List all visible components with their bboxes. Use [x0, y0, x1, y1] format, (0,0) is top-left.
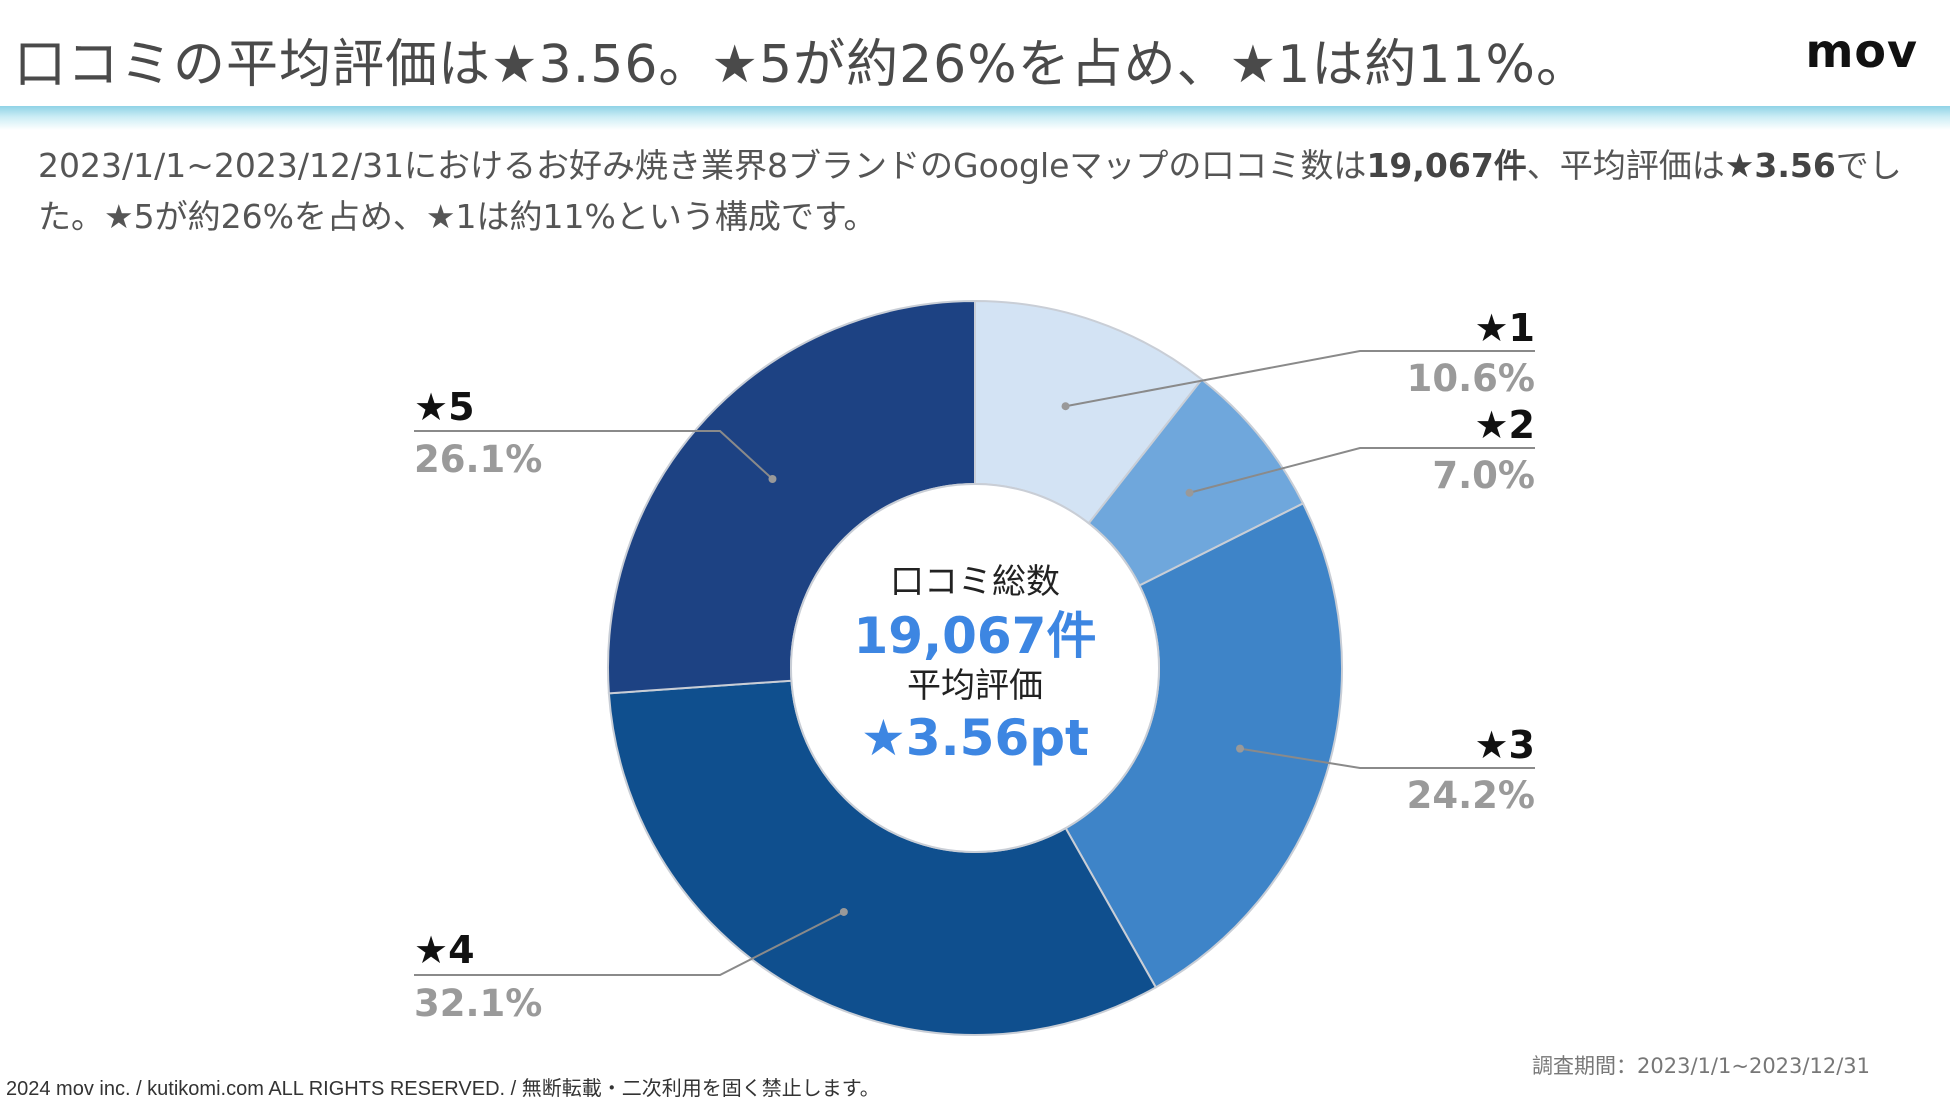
header: 口コミの平均評価は★3.56。★5が約26%を占め、★1は約11%。 mov [0, 0, 1950, 110]
category-label-3: ★3 [1474, 723, 1535, 767]
leader-dot-5 [768, 475, 777, 484]
lead-part3: でした。★5が約26%を占め、★1は約11%という構成です。 [38, 146, 1902, 236]
label-leaders: ★1 10.6%★2 7.0% ★3 24.2% ★4 32.1% ★5 26.1% [414, 306, 1535, 1025]
donut-center: 口コミ総数 19,067件 平均評価 ★3.56pt [854, 562, 1097, 767]
value-label-3: 24.2% [1407, 774, 1535, 817]
lead-text: 2023/1/1~2023/12/31におけるお好み焼き業界8ブランドのGoog… [38, 140, 1918, 242]
leader-line-5 [414, 430, 774, 480]
leader-line-2 [1189, 447, 1535, 494]
donut-slices [607, 299, 1343, 1036]
value-label-2: 7.0% [1432, 454, 1535, 497]
value-label-5: 26.1% [414, 438, 542, 481]
page-title: 口コミの平均評価は★3.56。★5が約26%を占め、★1は約11%。 [14, 35, 1589, 95]
lead-part2: 、平均評価は [1526, 146, 1725, 185]
value-label-4: 32.1% [414, 982, 542, 1025]
category-label-5: ★5 [414, 385, 475, 429]
center-value-average: ★3.56pt [861, 709, 1089, 767]
center-label-average: 平均評価 [907, 666, 1043, 706]
leader-line-3 [1239, 747, 1535, 769]
category-label-4: ★4 [414, 928, 475, 972]
survey-period: 調査期間：2023/1/1~2023/12/31 [1532, 1054, 1870, 1078]
leader-line-1 [1065, 350, 1535, 408]
category-label-2: ★2 [1474, 403, 1535, 447]
leader-dot-4 [839, 907, 848, 916]
leader-dot-1 [1061, 402, 1070, 411]
center-label-total: 口コミ総数 [890, 562, 1060, 602]
lead-part1: 2023/1/1~2023/12/31におけるお好み焼き業界8ブランドのGoog… [38, 146, 1367, 185]
lead-total: 19,067件 [1366, 146, 1527, 185]
center-value-total: 19,067件 [854, 607, 1097, 665]
value-label-1: 10.6% [1407, 357, 1535, 400]
copyright-notice: 2024 mov inc. / kutikomi.com ALL RIGHTS … [6, 1078, 880, 1100]
leader-dot-3 [1236, 744, 1245, 753]
header-gradient-band [0, 106, 1950, 130]
category-label-1: ★1 [1474, 306, 1535, 350]
lead-average: ★3.56 [1724, 146, 1836, 185]
mov-logo[interactable]: mov [1805, 24, 1918, 78]
donut-hole [790, 483, 1160, 853]
leader-line-4 [414, 911, 845, 976]
leader-dot-2 [1185, 488, 1194, 497]
